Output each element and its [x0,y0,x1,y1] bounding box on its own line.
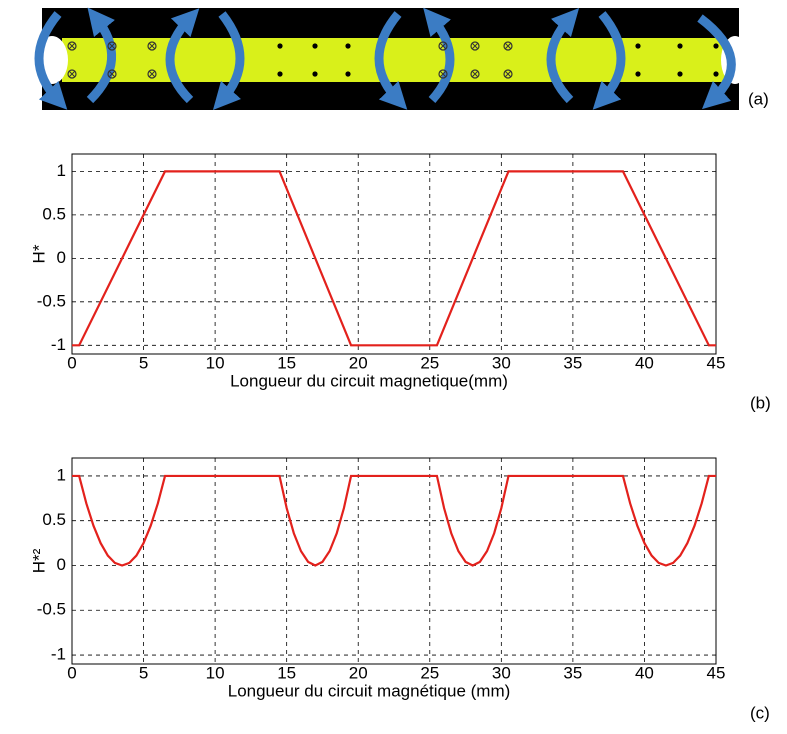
cross-marker [470,41,480,51]
x-tick-label: 30 [492,353,511,372]
cross-marker [107,69,117,79]
panel-label: (c) [750,703,770,722]
cross-marker [108,42,116,50]
dot-marker [677,71,683,77]
cross-marker [67,41,77,51]
x-axis-label: Longueur du circuit magnetique(mm) [230,371,508,390]
dot-marker [312,71,318,77]
dot-marker [345,71,351,77]
cross-marker [147,69,157,79]
dot-marker [277,43,283,49]
y-axis-label: H* [29,244,48,263]
cross-marker [108,70,116,78]
cross-marker [471,42,479,50]
cross-marker [439,42,447,50]
cross-marker [107,41,117,51]
dot-marker [345,43,351,49]
x-tick-label: 0 [67,353,76,372]
x-tick-label: 15 [277,353,296,372]
dot-marker [277,71,283,77]
data-line [72,170,716,347]
cross-marker [504,42,512,50]
y-tick-label: 0.5 [42,204,66,223]
y-tick-label: 1 [57,161,66,180]
magnetic-band [62,38,726,82]
x-tick-label: 20 [349,353,368,372]
y-tick-label: -1 [51,335,66,354]
panel-label: (a) [748,89,769,108]
cross-marker [504,70,512,78]
magnetic-circuit-diagram [34,7,749,111]
x-tick-label: 45 [707,353,726,372]
y-tick-label: 0 [57,248,66,267]
panel-label: (b) [750,393,771,412]
x-tick-label: 35 [563,663,582,682]
cross-marker [439,70,447,78]
flux-arrows [34,7,736,111]
dot-marker [635,43,641,49]
x-tick-label: 35 [563,353,582,372]
x-tick-label: 25 [420,663,439,682]
x-tick-label: 10 [206,353,225,372]
cross-marker [68,70,76,78]
x-tick-label: 40 [635,353,654,372]
y-tick-label: 0.5 [42,510,66,529]
x-tick-label: 20 [349,663,368,682]
dot-marker [713,71,719,77]
y-tick-label: -0.5 [37,600,66,619]
dot-marker [312,43,318,49]
x-tick-label: 5 [139,353,148,372]
y-tick-label: -0.5 [37,291,66,310]
x-tick-label: 0 [67,663,76,682]
x-tick-label: 10 [206,663,225,682]
y-axis-label: H*² [29,548,48,573]
plot-frame [71,153,717,355]
x-tick-label: 45 [707,663,726,682]
cross-marker [67,69,77,79]
y-tick-label: -1 [51,645,66,664]
current-markers [67,41,719,79]
cross-marker [471,70,479,78]
cross-marker [147,41,157,51]
cross-marker [503,41,513,51]
y-tick-label: 1 [57,465,66,484]
data-line [72,474,716,567]
cross-marker [438,69,448,79]
x-tick-label: 15 [277,663,296,682]
cross-marker [503,69,513,79]
cross-marker [438,41,448,51]
x-tick-label: 25 [420,353,439,372]
x-tick-label: 5 [139,663,148,682]
y-tick-label: 0 [57,555,66,574]
x-tick-label: 40 [635,663,654,682]
cross-marker [470,69,480,79]
cross-marker [68,42,76,50]
dot-marker [677,43,683,49]
x-axis-label: Longueur du circuit magnétique (mm) [228,681,511,700]
cross-marker [148,70,156,78]
cross-marker [148,42,156,50]
dot-marker [713,43,719,49]
plot-frame [71,457,717,665]
dot-marker [635,71,641,77]
x-tick-label: 30 [492,663,511,682]
